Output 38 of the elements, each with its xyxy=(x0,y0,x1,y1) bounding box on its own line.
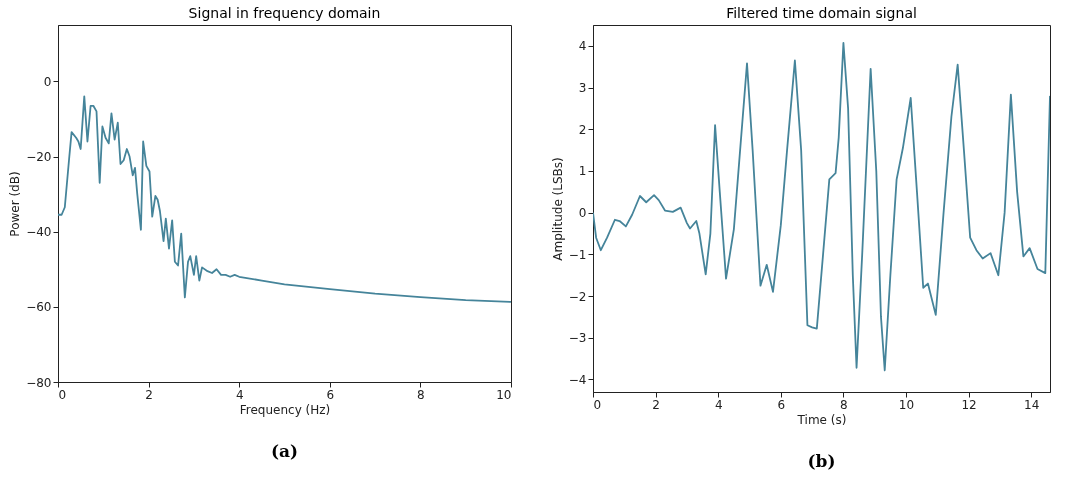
y-tick-label: −2 xyxy=(568,289,587,304)
x-tick-label: 6 xyxy=(326,387,335,402)
y-tick-label: −60 xyxy=(26,300,52,315)
text: (b) xyxy=(807,451,836,471)
x-tick-label: 12 xyxy=(961,397,977,412)
y-tick-label: 0 xyxy=(578,206,587,221)
y-tick-label: −80 xyxy=(26,375,52,390)
y-tick-label: 4 xyxy=(578,39,587,54)
x-tick-label: 14 xyxy=(1024,397,1040,412)
x-axis-title: Frequency (Hz) xyxy=(239,402,331,417)
y-tick-label: 2 xyxy=(578,122,587,137)
text: (a) xyxy=(270,441,299,461)
x-tick-label: 10 xyxy=(898,397,915,412)
chart-title: Filtered time domain signal xyxy=(726,5,917,21)
x-tick-label: 8 xyxy=(417,387,425,402)
y-tick-label: 0 xyxy=(43,74,52,89)
x-tick-label: 2 xyxy=(652,397,660,412)
x-tick-label: 6 xyxy=(777,397,786,412)
y-tick-label: 1 xyxy=(578,164,587,179)
x-tick-label: 4 xyxy=(714,397,723,412)
y-tick-label: 3 xyxy=(578,81,587,96)
y-tick-label: −40 xyxy=(26,225,52,240)
y-axis-title: Amplitude (LSBs) xyxy=(550,157,565,261)
x-tick-label: 4 xyxy=(235,387,244,402)
line-series xyxy=(58,95,511,303)
x-axis-title: Time (s) xyxy=(796,412,847,427)
x-tick-label: 2 xyxy=(145,387,153,402)
x-tick-label: 8 xyxy=(840,397,848,412)
y-tick-label: −1 xyxy=(568,247,587,262)
x-tick-label: 10 xyxy=(496,387,512,402)
y-tick-label: −20 xyxy=(26,150,52,165)
line-series xyxy=(593,42,1050,372)
y-tick-label: −3 xyxy=(568,331,587,346)
x-tick-label: 0 xyxy=(593,397,602,412)
x-tick-label: 0 xyxy=(58,387,67,402)
chart-title: Signal in frequency domain xyxy=(188,5,381,21)
y-axis-title: Power (dB) xyxy=(8,171,23,237)
y-tick-label: −4 xyxy=(568,372,587,387)
